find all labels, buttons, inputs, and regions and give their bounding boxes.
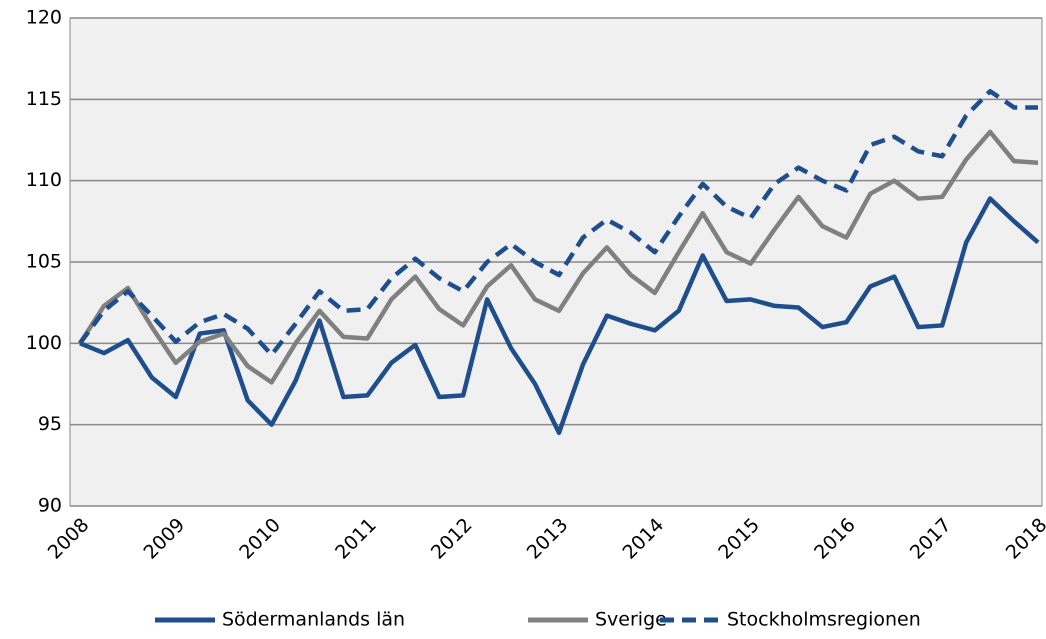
y-tick-label: 110 [26, 169, 62, 191]
legend-label: Stockholmsregionen [727, 609, 921, 631]
x-tick-label: 2008 [44, 514, 94, 564]
y-tick-label: 95 [38, 413, 62, 435]
x-tick-label: 2014 [618, 514, 668, 564]
x-tick-label: 2018 [1002, 514, 1046, 564]
y-tick-label: 115 [26, 88, 62, 110]
line-series [78, 129, 1039, 385]
x-tick-label: 2017 [906, 514, 956, 564]
legend-label: Sverige [595, 609, 667, 631]
x-tick-label: 2015 [714, 514, 764, 564]
y-tick-label: 100 [26, 332, 62, 354]
y-tick-label: 120 [26, 7, 62, 29]
y-tick-label: 90 [38, 495, 62, 517]
x-tick-label: 2013 [523, 514, 573, 564]
x-tick-label: 2016 [810, 514, 860, 564]
line-series [78, 88, 1038, 357]
x-tick-label: 2009 [139, 514, 189, 564]
legend-label: Södermanlands län [222, 609, 405, 631]
x-tick-label: 2011 [331, 514, 381, 564]
x-tick-label: 2010 [235, 514, 285, 564]
x-tick-label: 2012 [427, 514, 477, 564]
y-tick-label: 105 [26, 251, 62, 273]
line-series [79, 196, 1040, 436]
